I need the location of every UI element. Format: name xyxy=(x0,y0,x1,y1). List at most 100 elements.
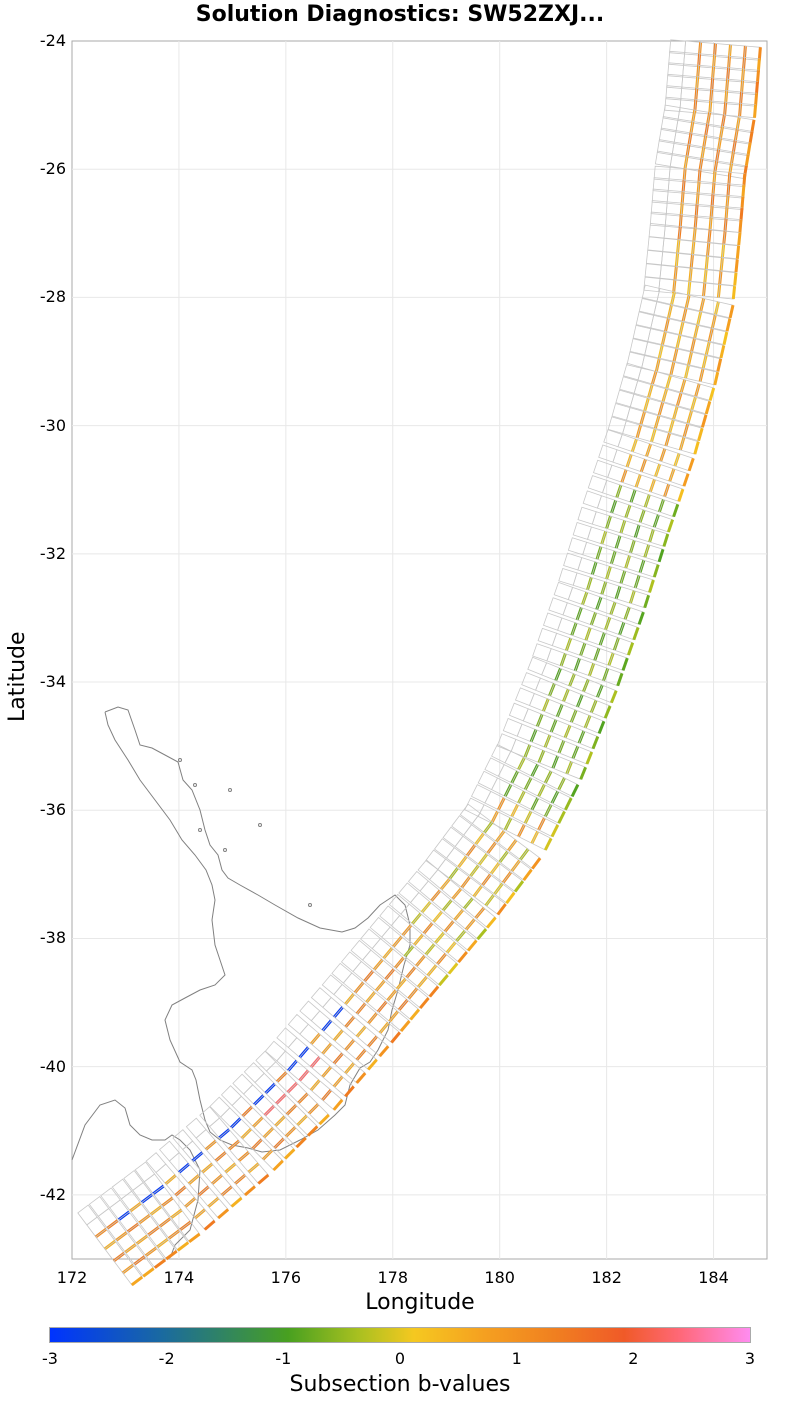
x-tick-label: 176 xyxy=(270,1268,302,1287)
fault-subsection-trace xyxy=(307,1125,319,1137)
fault-subsection-trace xyxy=(728,304,735,319)
fault-subsection-trace xyxy=(666,519,675,533)
x-axis-label: Longitude xyxy=(365,1290,475,1315)
fault-subsection-trace xyxy=(217,1208,230,1220)
fault-subsection-trace xyxy=(244,1185,256,1197)
fault-subsection-trace xyxy=(378,1045,390,1058)
fault-subsection-trace xyxy=(700,414,708,428)
fault-subsection-trace xyxy=(740,196,745,210)
fault-subsection-trace xyxy=(585,751,594,765)
fault-subsection-trace xyxy=(746,142,752,156)
fault-subsection-trace xyxy=(716,358,723,372)
fault-subsection-trace xyxy=(632,627,640,641)
y-tick-label: -42 xyxy=(39,1184,66,1204)
y-tick-label: -28 xyxy=(39,287,66,307)
fault-subsection-trace xyxy=(531,857,542,870)
fault-subsection-trace xyxy=(708,387,716,401)
fault-subsection-trace xyxy=(756,58,761,72)
fault-subsection-trace xyxy=(637,611,645,625)
fault-subsection-trace xyxy=(153,1258,167,1269)
x-tick-label: 172 xyxy=(56,1268,88,1287)
fault-subsection-trace xyxy=(476,928,488,941)
y-tick-label: -32 xyxy=(39,543,66,563)
fault-subsection-trace xyxy=(522,868,533,881)
fault-subsection-trace xyxy=(677,488,685,502)
fault-cell-outline xyxy=(122,1264,143,1286)
fault-subsection-trace xyxy=(725,318,732,332)
y-tick-label: -40 xyxy=(39,1056,66,1076)
fault-subsection-trace xyxy=(697,427,704,442)
colorbar-tick-label: -1 xyxy=(275,1349,292,1368)
fault-subsection-trace xyxy=(419,997,430,1010)
fault-subsection-trace xyxy=(505,891,516,904)
fault-subsection-trace xyxy=(257,1173,270,1185)
fault-subsection-trace xyxy=(543,837,553,851)
fault-subsection-trace xyxy=(704,400,712,415)
fault-subsection-trace xyxy=(626,642,635,656)
fault-subsection-trace xyxy=(719,345,726,359)
fault-subsection-trace xyxy=(203,1219,216,1231)
fault-subsections xyxy=(77,39,762,1287)
fault-subsection-trace xyxy=(748,131,754,145)
y-axis-label: Latitude xyxy=(5,631,30,722)
fault-subsection-trace xyxy=(230,1196,243,1208)
colorbar-tick-label: 0 xyxy=(394,1349,406,1368)
fault-subsection-trace xyxy=(318,1113,330,1126)
fault-subsection-trace xyxy=(687,457,695,472)
plot-frame xyxy=(71,40,768,1260)
fault-subsection-trace xyxy=(457,951,468,964)
fault-subsection-trace xyxy=(744,154,750,168)
x-tick-label: 178 xyxy=(377,1268,409,1287)
x-tick-label: 174 xyxy=(163,1268,195,1287)
fault-subsection-trace xyxy=(355,1072,367,1084)
fault-subsection-trace xyxy=(754,93,759,107)
fault-subsection-trace xyxy=(496,903,507,916)
fault-subsection-trace xyxy=(466,939,478,952)
fault-subsection-trace xyxy=(753,104,758,118)
y-tick-label: -24 xyxy=(39,31,66,50)
fault-subsection-trace xyxy=(755,70,760,84)
fault-subsection-trace xyxy=(757,47,762,61)
fault-subsection-trace xyxy=(390,1031,401,1044)
fault-subsection-trace xyxy=(738,219,743,233)
fault-subsection-trace xyxy=(165,1249,178,1261)
chart-title: Solution Diagnostics: SW52ZXJ... xyxy=(195,2,605,27)
fault-subsection-trace xyxy=(662,533,670,547)
fault-subsection-trace xyxy=(344,1085,355,1098)
fault-subsection-trace xyxy=(550,824,560,838)
fault-subsection-trace xyxy=(557,810,566,824)
fault-subsection-trace xyxy=(399,1020,411,1032)
fault-subsection-trace xyxy=(610,690,618,704)
fault-subsection-trace xyxy=(367,1058,378,1071)
fault-subsection-trace xyxy=(713,371,720,386)
fault-subsection-trace xyxy=(570,784,580,798)
fault-subsection-trace xyxy=(735,245,741,259)
fault-subsection-trace xyxy=(733,272,738,286)
fault-subsection-trace xyxy=(731,285,737,300)
fault-subsection-trace xyxy=(737,232,742,246)
fault-subsection-trace xyxy=(621,657,629,671)
fault-subsection-trace xyxy=(682,473,690,487)
y-tick-label: -30 xyxy=(39,415,66,435)
y-tick-label: -38 xyxy=(39,928,66,948)
fault-subsection-trace xyxy=(643,594,651,609)
fault-subsection-trace xyxy=(513,880,525,893)
fault-subsection-trace xyxy=(672,503,680,518)
colorbar-tick-label: 3 xyxy=(744,1349,756,1368)
fault-subsection-trace xyxy=(409,1008,421,1021)
fault-subsection-trace xyxy=(741,184,746,199)
fault-subsection-trace xyxy=(447,962,459,975)
fault-subsection-trace xyxy=(486,916,497,929)
colorbar-label: Subsection b-values xyxy=(289,1372,511,1397)
colorbar-tick-label: -3 xyxy=(42,1349,58,1368)
fault-subsection-trace xyxy=(603,705,612,719)
fault-subsection-trace xyxy=(750,119,756,133)
y-tick-label: -34 xyxy=(39,672,66,692)
fault-subsection-trace xyxy=(272,1159,284,1172)
fault-subsection-trace xyxy=(188,1232,201,1244)
y-tick-label: -26 xyxy=(39,159,66,179)
fault-subsection-trace xyxy=(754,81,759,95)
fault-subsection-trace xyxy=(648,579,655,593)
fault-subsection-trace xyxy=(616,672,624,687)
colorbar-tick-label: -2 xyxy=(158,1349,175,1368)
